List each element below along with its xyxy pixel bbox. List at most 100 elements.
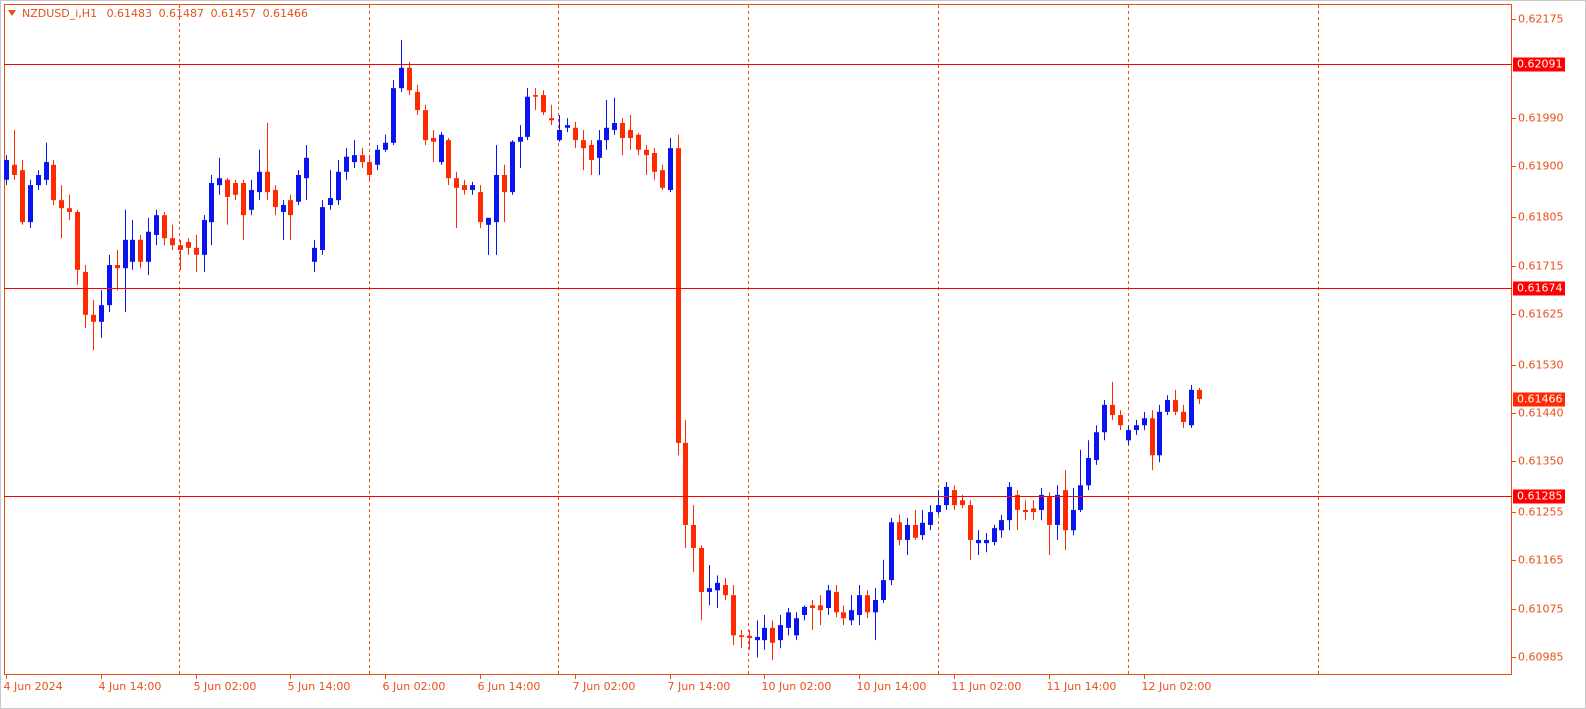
candle-body [44, 162, 49, 180]
candle-body [178, 245, 183, 250]
candle-body [762, 627, 767, 641]
candle-body [810, 605, 815, 609]
candle-body [668, 148, 673, 190]
candle-body [597, 140, 602, 158]
candle-body [67, 208, 72, 212]
candle-body [115, 265, 120, 269]
candle-body [984, 539, 989, 544]
y-tick-label: 0.61625 [1518, 308, 1564, 321]
candle-body [107, 265, 112, 306]
candle-body [383, 142, 388, 150]
candle-body [849, 610, 854, 621]
candle-body [130, 239, 135, 262]
candle-body [225, 179, 230, 197]
candle-body [1094, 432, 1099, 461]
x-tick-label: 4 Jun 2024 [4, 680, 63, 693]
candle-body [399, 67, 404, 89]
candle-body [731, 595, 736, 636]
candle-body [1031, 508, 1036, 513]
candle-body [194, 247, 199, 255]
candle-body [296, 174, 301, 202]
candle-body [439, 134, 444, 163]
level-label-box [1513, 281, 1565, 296]
candle-body [992, 528, 997, 543]
last-close: 0.61466 [263, 7, 309, 20]
candle-body [865, 595, 870, 613]
candle-body [1173, 400, 1178, 412]
candle-body [1007, 486, 1012, 521]
candle-body [525, 96, 530, 137]
candle-body [304, 157, 309, 179]
y-tick-label: 0.61440 [1518, 407, 1564, 420]
candle-body [273, 189, 278, 208]
candle-body [604, 127, 609, 141]
y-tick-label: 0.61805 [1518, 211, 1564, 224]
candle-body [1015, 494, 1020, 510]
y-tick-label: 0.62175 [1518, 13, 1564, 26]
candle-body [4, 159, 9, 180]
candle-body [1181, 411, 1186, 423]
candle-body [873, 599, 878, 613]
candle-body [620, 122, 625, 138]
candle-body [683, 442, 688, 525]
candle-body [755, 636, 760, 641]
current-price-label: 0.61466 [1517, 393, 1563, 406]
candle-body [999, 520, 1004, 531]
candle-body [83, 271, 88, 315]
last-low: 0.61457 [211, 7, 257, 20]
candle-body [565, 125, 570, 128]
candle-body [312, 247, 317, 262]
candle-body [707, 588, 712, 592]
symbol: NZDUSD_i,H1 [22, 7, 97, 20]
candle-body [1063, 490, 1068, 531]
candle-body [913, 524, 918, 538]
candle-body [889, 522, 894, 581]
y-tick-label: 0.61715 [1518, 260, 1564, 273]
candle-body [478, 192, 483, 223]
candle-body [557, 129, 562, 141]
candle-body [59, 200, 64, 209]
candle-body [1157, 411, 1162, 456]
candle-body [644, 149, 649, 156]
candle-body [51, 164, 56, 201]
candle-body [36, 174, 41, 186]
candle-body [1023, 509, 1028, 513]
x-tick-label: 6 Jun 14:00 [478, 680, 541, 693]
candle-body [241, 183, 246, 216]
candle-body [897, 522, 902, 540]
candle-body [1189, 389, 1194, 426]
candle-body [747, 635, 752, 639]
candle-body [367, 162, 372, 175]
candle-body [1086, 457, 1091, 486]
candle-body [431, 137, 436, 142]
candle-body [454, 178, 459, 188]
candle-body [1039, 494, 1044, 510]
candle-body [510, 141, 515, 193]
x-tick-label: 6 Jun 02:00 [383, 680, 446, 693]
candle-body [960, 500, 965, 506]
candle-body [660, 170, 665, 188]
candle-body [881, 580, 886, 600]
candle-body [628, 129, 633, 138]
candle-body [265, 171, 270, 193]
y-tick-label: 0.61530 [1518, 359, 1564, 372]
y-tick-label: 0.61990 [1518, 112, 1564, 125]
candle-body [352, 155, 357, 163]
level-label: 0.61285 [1517, 490, 1563, 503]
candle-body [233, 183, 238, 195]
candle-body [1118, 415, 1123, 426]
candle-body [415, 91, 420, 111]
x-tick-label: 5 Jun 02:00 [194, 680, 257, 693]
y-tick-label: 0.61165 [1518, 554, 1564, 567]
candle-body [1047, 497, 1052, 525]
candle-body [391, 88, 396, 143]
candle-body [1197, 389, 1202, 399]
candle-body [549, 118, 554, 121]
candle-body [20, 170, 25, 223]
candle-body [944, 486, 949, 506]
candle-body [691, 524, 696, 548]
candle-body [936, 505, 941, 513]
last-open: 0.61483 [107, 7, 153, 20]
